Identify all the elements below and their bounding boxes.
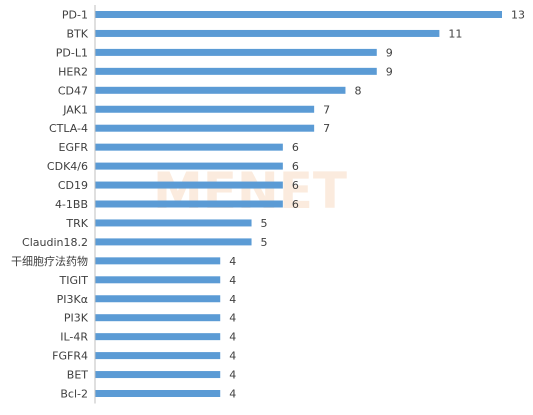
- bar-9: [95, 181, 283, 189]
- bar-7: [95, 143, 283, 151]
- bar-4: [95, 86, 346, 94]
- bar-20: [95, 390, 221, 397]
- value-label: 13: [511, 9, 525, 22]
- value-label: 8: [354, 84, 361, 97]
- category-label: CD47: [58, 84, 88, 97]
- bar-10: [95, 200, 283, 208]
- category-label: Claudin18.2: [22, 236, 88, 249]
- value-label: 4: [229, 369, 236, 382]
- value-label: 6: [292, 160, 299, 173]
- bar-3: [95, 67, 377, 75]
- category-label: PI3Kα: [57, 293, 88, 306]
- value-label: 4: [229, 293, 236, 306]
- bar-8: [95, 162, 283, 170]
- bar-1: [95, 29, 440, 37]
- value-label: 5: [261, 217, 268, 230]
- category-label: 干细胞疗法药物: [11, 254, 88, 268]
- category-label: CDK4/6: [47, 160, 88, 173]
- value-label: 9: [386, 65, 393, 78]
- value-label: 4: [229, 388, 236, 401]
- value-label: 9: [386, 46, 393, 59]
- bar-16: [95, 314, 221, 322]
- bar-6: [95, 124, 315, 132]
- category-label: BTK: [67, 27, 89, 40]
- bar-13: [95, 257, 221, 265]
- bar-2: [95, 48, 377, 56]
- value-label: 5: [261, 236, 268, 249]
- category-label: FGFR4: [52, 350, 88, 363]
- category-labels-group: PD-1 BTK PD-L1 HER2 CD47 JAK1 CTLA-4 EGFR CDK4/6…: [11, 9, 89, 401]
- category-label: CTLA-4: [49, 122, 88, 135]
- category-label: Bcl-2: [60, 388, 88, 401]
- value-label: 4: [229, 274, 236, 287]
- value-label: 7: [323, 122, 330, 135]
- category-label: PI3K: [64, 312, 89, 325]
- category-label: BET: [67, 369, 88, 382]
- value-label: 7: [323, 103, 330, 116]
- value-label: 6: [292, 141, 299, 154]
- category-label: HER2: [58, 65, 88, 78]
- value-label: 4: [229, 350, 236, 363]
- bar-17: [95, 333, 221, 341]
- category-label: 4-1BB: [55, 198, 88, 211]
- value-label: 6: [292, 198, 299, 211]
- category-label: CD19: [58, 179, 88, 192]
- value-label: 4: [229, 312, 236, 325]
- bar-11: [95, 219, 252, 227]
- value-label: 6: [292, 179, 299, 192]
- value-label: 4: [229, 331, 236, 344]
- category-label: TIGIT: [59, 274, 89, 287]
- bar-14: [95, 276, 221, 284]
- bar-0: [95, 11, 502, 18]
- category-label: PD-1: [62, 9, 88, 22]
- value-label: 11: [448, 27, 462, 40]
- category-label: JAK1: [62, 103, 88, 116]
- bar-19: [95, 371, 221, 379]
- watermark-logo: MENET: [153, 162, 347, 220]
- category-label: TRK: [65, 217, 88, 230]
- category-label: EGFR: [59, 141, 89, 154]
- bar-5: [95, 105, 315, 113]
- bars-group: [95, 11, 502, 397]
- category-label: IL-4R: [60, 331, 88, 344]
- bar-18: [95, 352, 221, 360]
- bar-15: [95, 295, 221, 303]
- category-label: PD-L1: [56, 46, 88, 59]
- value-labels-group: 13 11 9 9 8 7 7 6 6 6 6 5 5 4 4 4 4 4 4 4 4: [229, 9, 525, 401]
- bar-12: [95, 238, 252, 246]
- value-label: 4: [229, 255, 236, 268]
